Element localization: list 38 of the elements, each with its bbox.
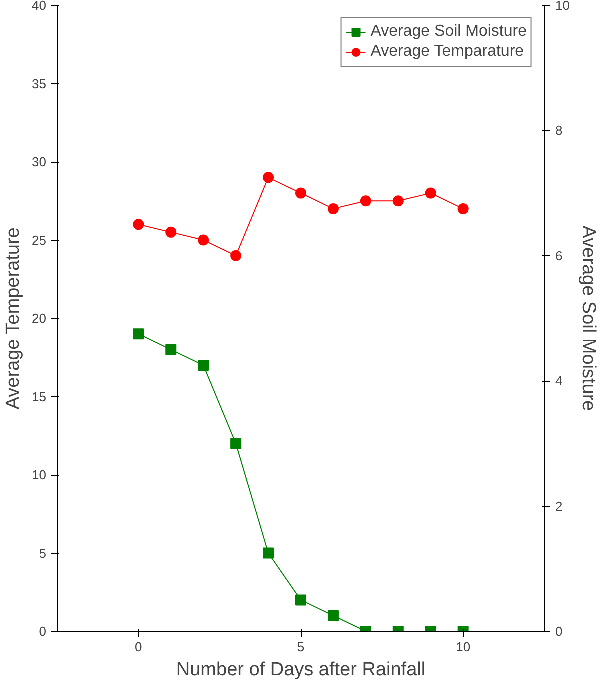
point (198, 360, 210, 371)
x-tick-label: 10 (456, 640, 471, 654)
x-axis-title: Number of Days after Rainfall (176, 660, 426, 680)
x-tick-label: 5 (297, 640, 305, 654)
y2-tick-label: 6 (556, 248, 563, 264)
point (263, 172, 274, 184)
point (230, 438, 242, 450)
point (230, 250, 242, 262)
point (360, 196, 372, 207)
point (296, 188, 306, 199)
y2-axis-title: Average Soil Moisture (578, 226, 599, 412)
y-tick-label: 40 (32, 0, 47, 13)
point (198, 234, 210, 246)
point (328, 203, 339, 214)
y-axis-title: Average Temperature (3, 228, 24, 410)
y2-tick-label: 10 (556, 0, 570, 13)
x-tick-label: 0 (135, 640, 142, 654)
legend-label: Average Temparature (370, 43, 524, 61)
y-tick-label: 35 (32, 76, 47, 92)
y-tick-label: 0 (39, 624, 47, 639)
legend-label: Average Soil Moisture (370, 23, 527, 41)
y2-tick-label: 4 (556, 374, 563, 389)
y-tick-label: 20 (32, 311, 47, 326)
y2-tick-label: 2 (556, 498, 563, 514)
y-tick-label: 15 (32, 389, 47, 404)
y2-tick-label: 0 (556, 624, 563, 639)
point (392, 196, 404, 207)
y-tick-label: 30 (32, 154, 47, 170)
point (166, 344, 177, 356)
y2-tick-label: 8 (556, 123, 563, 138)
point (133, 328, 144, 340)
point (133, 219, 144, 230)
y-tick-label: 10 (32, 468, 47, 482)
y-tick-label: 25 (32, 232, 47, 248)
point (458, 203, 469, 214)
point (425, 188, 436, 199)
y-tick-label: 5 (39, 546, 47, 561)
point (166, 226, 177, 238)
